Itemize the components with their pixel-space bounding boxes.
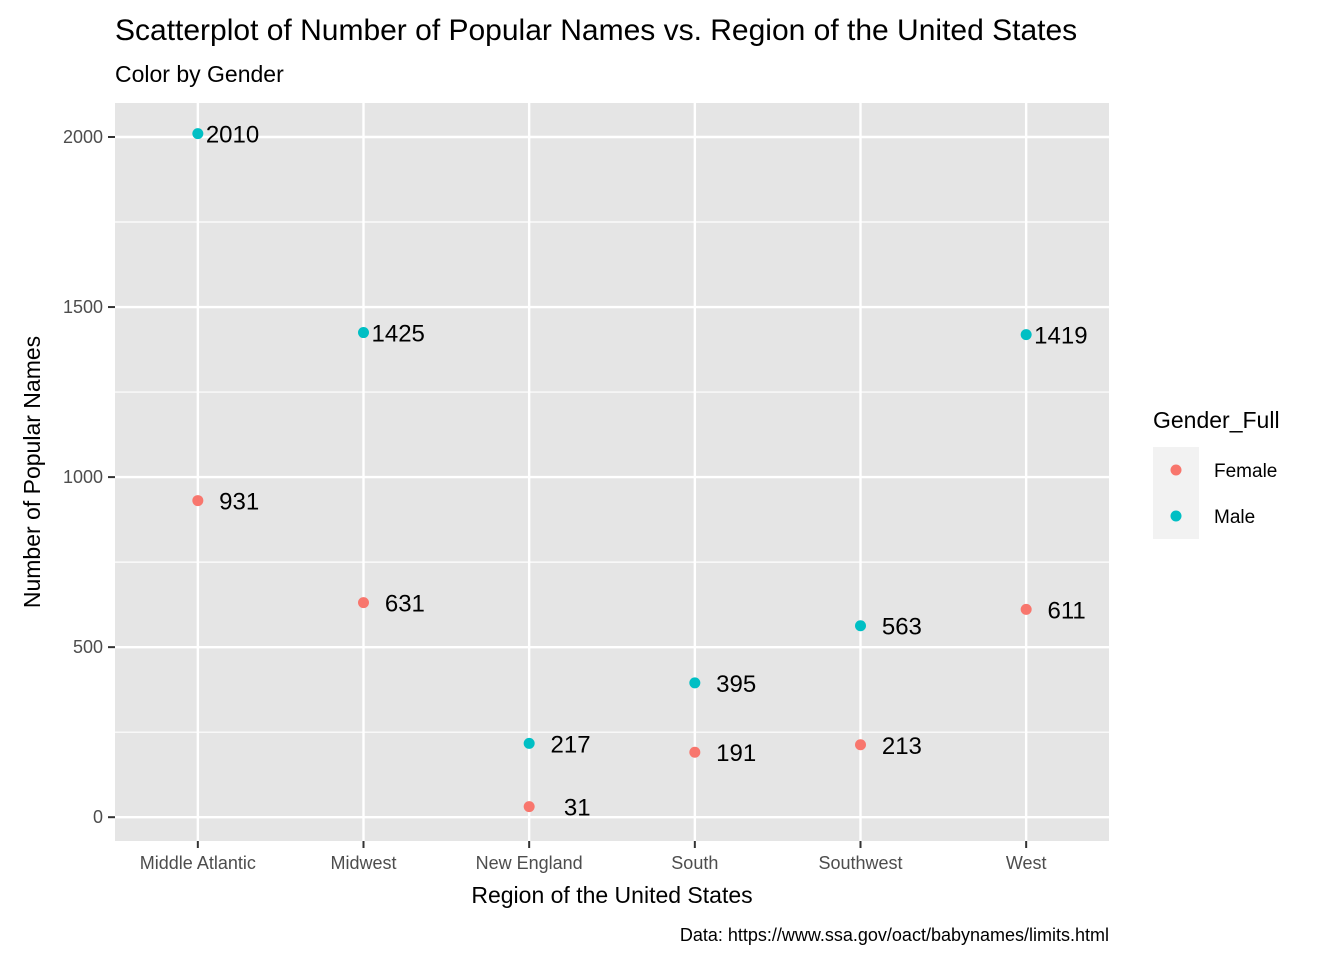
legend-key-male [1170,510,1182,522]
data-label: 563 [869,614,922,641]
data-label: 395 [703,671,756,698]
legend-key-background [1153,447,1199,539]
data-point-female [689,746,701,758]
data-point-male [358,327,369,339]
grid-major-lines [115,103,1109,841]
legend-entries: Female Male [1170,461,1277,528]
legend-label: Male [1214,507,1255,528]
data-label: 611 [1034,597,1086,624]
y-tick-label: 1500 [63,297,103,317]
x-tick-label: Southwest [818,853,902,873]
x-tick-label: South [671,853,718,873]
data-label: 217 [537,731,590,758]
x-tick-label: Midwest [330,853,396,873]
x-tick-label: New England [476,853,583,873]
data-label: 2010 [206,122,259,149]
plot-panel [115,103,1109,841]
data-label: 213 [869,733,922,760]
data-point-male [689,677,701,689]
chart-subtitle: Color by Gender [115,61,284,87]
data-point-female [523,801,535,813]
data-point-female [855,739,866,751]
chart-caption: Data: https://www.ssa.gov/oact/babynames… [680,925,1109,945]
x-axis: Middle Atlantic Midwest New England South So… [140,841,1047,873]
y-tick-label: 2000 [63,127,103,147]
legend-key-female [1170,464,1182,476]
data-point-female [192,495,204,507]
data-label: 31 [537,795,590,822]
legend-label: Female [1214,461,1277,482]
data-label: 1425 [372,321,425,348]
y-axis-title: Number of Popular Names [19,336,45,608]
data-point-male [192,128,204,140]
y-tick-label: 0 [93,807,103,827]
data-point-male [855,620,866,632]
y-tick-label: 1000 [63,467,103,487]
x-axis-title: Region of the United States [471,882,752,908]
grid-minor-lines [115,221,1109,733]
data-label: 191 [703,740,756,767]
data-points [192,128,1032,813]
data-labels: 931 631 31 191 213 611 2010 1425 217 395 5… [206,122,1088,822]
data-label: 631 [372,591,425,618]
chart-title: Scatterplot of Number of Popular Names v… [115,14,1077,47]
legend: Gender_Full Female Male [1153,407,1280,539]
data-point-female [1020,603,1032,615]
data-label: 1419 [1034,323,1087,350]
y-tick-label: 500 [73,637,103,657]
x-tick-label: West [1006,853,1047,873]
legend-title: Gender_Full [1153,407,1280,433]
x-tick-label: Middle Atlantic [140,853,256,873]
data-point-male [523,737,535,749]
y-axis: 0 500 1000 1500 2000 [63,127,115,827]
data-point-female [358,597,369,609]
data-label: 931 [206,489,259,516]
data-point-male [1020,329,1032,341]
